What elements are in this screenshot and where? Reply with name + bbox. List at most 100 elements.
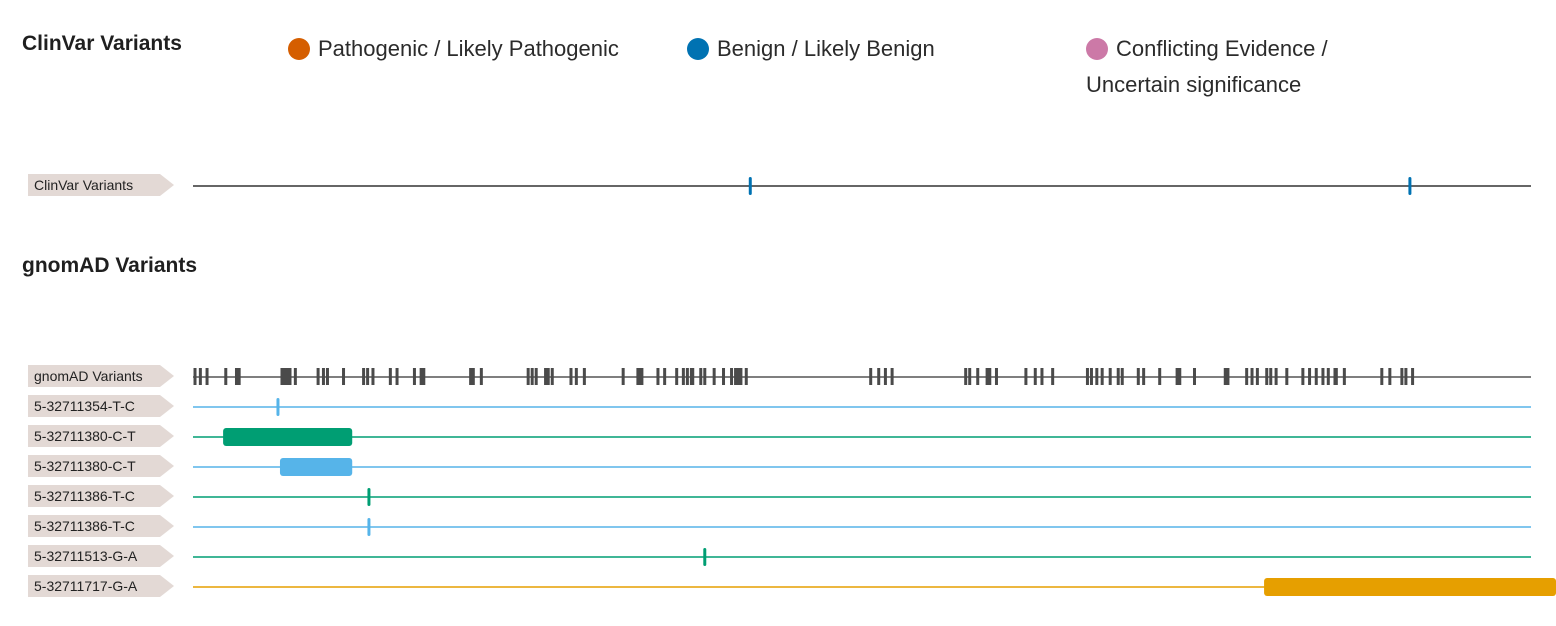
gnomad-variant-tick-2 [198,368,202,385]
track-label-variant-1: 5-32711354-T-C [28,395,174,417]
gnomad-variant-tick-96 [1321,368,1325,385]
gnomad-variant-tick-105 [1411,368,1415,385]
gnomad-variant-tick-87 [1250,368,1254,385]
gnomad-variant-tick-10 [285,368,289,385]
gnomad-variant-tick-1 [193,368,197,385]
variant-bar-7 [1264,578,1556,596]
gnomad-variant-tick-94 [1308,368,1312,385]
track-label-gnomad: gnomAD Variants [28,365,174,387]
gnomad-variant-tick-79 [1142,368,1146,385]
gnomad-variant-tick-60 [890,368,894,385]
gnomad-variant-tick-84 [1223,368,1227,385]
gnomad-variant-tick-50 [712,368,716,385]
gnomad-variant-tick-29 [530,368,534,385]
gnomad-variant-tick-52 [730,368,734,385]
gnomad-variant-tick-36 [582,368,586,385]
clinvar-variant-marker-2 [1408,177,1412,195]
gnomad-variant-tick-88 [1255,368,1259,385]
gnomad-variant-tick-75 [1108,368,1112,385]
benign-dot-icon [687,38,709,60]
gnomad-variant-tick-83 [1192,368,1196,385]
gnomad-variant-tick-11 [288,368,292,385]
gnomad-variant-tick-74 [1100,368,1104,385]
gnomad-variant-tick-65 [988,368,992,385]
legend-pathogenic-label: Pathogenic / Likely Pathogenic [318,36,619,61]
gnomad-variant-tick-56 [744,368,748,385]
gnomad-variant-tick-41 [656,368,660,385]
gnomad-variant-tick-27 [479,368,483,385]
gnomad-variant-tick-19 [371,368,375,385]
gnomad-variant-tick-90 [1269,368,1273,385]
gnomad-variant-tick-30 [534,368,538,385]
gnomad-variant-tick-25 [469,368,473,385]
gnomad-variant-tick-85 [1226,368,1230,385]
gnomad-variant-tick-54 [736,368,740,385]
clinvar-section-title: ClinVar Variants [22,32,182,55]
gnomad-variant-tick-103 [1400,368,1404,385]
gnomad-variant-tick-9 [283,368,287,385]
variant-bar-3 [279,458,353,476]
gnomad-variant-tick-73 [1095,368,1099,385]
conflicting-dot-icon [1086,38,1108,60]
legend-conflicting-label-line1: Conflicting Evidence / [1116,36,1328,61]
gnomad-variant-tick-64 [985,368,989,385]
gnomad-variant-tick-57 [869,368,873,385]
gnomad-variant-tick-8 [280,368,284,385]
gnomad-variant-tick-86 [1245,368,1249,385]
gnomad-variant-tick-91 [1274,368,1278,385]
gnomad-variant-tick-63 [976,368,980,385]
gnomad-variant-tick-21 [395,368,399,385]
gnomad-variant-tick-40 [640,368,644,385]
gnomad-variant-tick-78 [1136,368,1140,385]
gnomad-variant-tick-31 [544,368,548,385]
gnomad-variant-tick-69 [1040,368,1044,385]
gnomad-section-title: gnomAD Variants [22,254,198,277]
gnomad-variant-tick-37 [621,368,625,385]
gnomad-variant-tick-67 [1024,368,1028,385]
gnomad-variant-tick-71 [1085,368,1089,385]
gnomad-variant-tick-48 [699,368,703,385]
variant-tick-6 [703,548,707,566]
gnomad-variant-tick-47 [691,368,695,385]
gnomad-variant-tick-51 [722,368,726,385]
gnomad-variant-tick-14 [321,368,325,385]
gnomad-variant-tick-55 [739,368,743,385]
track-label-variant-6: 5-32711513-G-A [28,545,174,567]
variant-tick-5 [367,518,371,536]
gnomad-variant-tick-77 [1120,368,1124,385]
gnomad-variant-tick-95 [1314,368,1318,385]
gnomad-variant-tick-16 [342,368,346,385]
gnomad-variant-tick-34 [569,368,573,385]
track-label-variant-5: 5-32711386-T-C [28,515,174,537]
gnomad-variant-tick-26 [471,368,475,385]
gnomad-variant-tick-59 [883,368,887,385]
legend-conflicting: Conflicting Evidence / Uncertain signifi… [1086,31,1328,103]
gnomad-variant-tick-104 [1404,368,1408,385]
variant-bar-2 [223,428,353,446]
gnomad-variant-tick-101 [1380,368,1384,385]
gnomad-variant-tick-20 [388,368,392,385]
gnomad-variant-tick-93 [1301,368,1305,385]
legend-conflicting-label-line2: Uncertain significance [1086,72,1302,97]
gnomad-variant-tick-44 [681,368,685,385]
track-label-clinvar: ClinVar Variants [28,174,174,196]
gnomad-variant-tick-45 [685,368,689,385]
gnomad-variant-tick-49 [703,368,707,385]
gnomad-variant-tick-3 [205,368,209,385]
gnomad-variant-tick-43 [675,368,679,385]
gnomad-variant-tick-81 [1175,368,1179,385]
variant-tick-4 [367,488,371,506]
gnomad-variant-tick-4 [224,368,228,385]
gnomad-variant-tick-58 [877,368,881,385]
gnomad-variant-tick-28 [526,368,530,385]
gnomad-variant-tick-23 [419,368,423,385]
track-label-variant-7: 5-32711717-G-A [28,575,174,597]
gnomad-variant-tick-32 [546,368,550,385]
gnomad-variant-tick-33 [550,368,554,385]
gnomad-variant-tick-72 [1089,368,1093,385]
gnomad-variant-tick-35 [574,368,578,385]
track-label-variant-3: 5-32711380-C-T [28,455,174,477]
gnomad-variant-tick-53 [734,368,738,385]
gnomad-variant-tick-70 [1051,368,1055,385]
track-label-variant-4: 5-32711386-T-C [28,485,174,507]
